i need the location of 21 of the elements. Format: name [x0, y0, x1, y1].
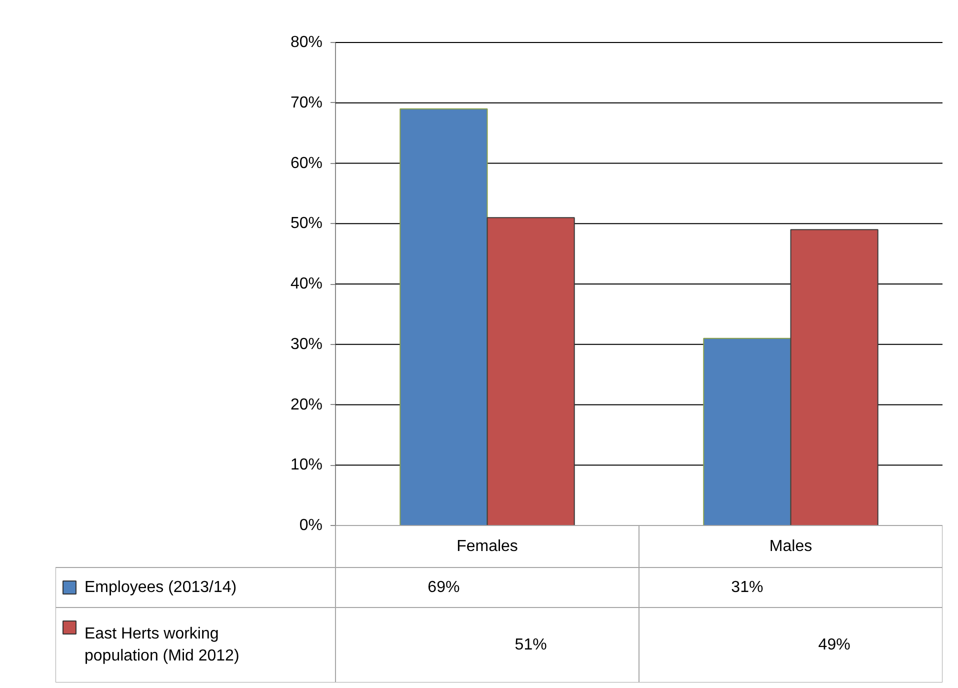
x-tick-label: Males: [769, 538, 812, 555]
y-tick-label: 50%: [290, 215, 323, 232]
y-tick-label: 80%: [290, 34, 323, 51]
legend-label: Employees (2013/14): [84, 579, 237, 596]
data-label: 51%: [514, 636, 547, 654]
y-tick-label: 0%: [299, 517, 322, 534]
legend-label: East Herts working population (Mid 2012): [84, 625, 240, 665]
bar: [703, 338, 792, 526]
y-tick-label: 20%: [290, 396, 323, 414]
bar: [400, 108, 488, 526]
y-tick-label: 30%: [290, 336, 323, 353]
bar: [790, 229, 878, 526]
y-tick-label: 10%: [290, 456, 323, 474]
y-tick-label: 70%: [290, 94, 323, 112]
bar: [486, 217, 575, 526]
data-label: 69%: [428, 579, 460, 596]
y-tick-label: 40%: [290, 276, 323, 292]
x-tick-label: Females: [456, 538, 518, 555]
y-tick-label: 60%: [290, 154, 323, 172]
data-label: 49%: [818, 636, 850, 654]
data-label: 31%: [731, 579, 764, 596]
